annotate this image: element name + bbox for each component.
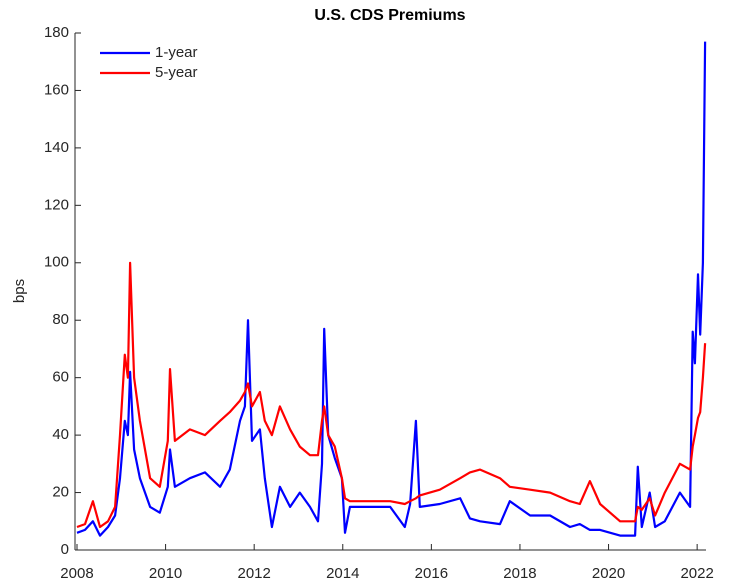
legend-label: 1-year: [155, 44, 198, 61]
line-series: [76, 41, 707, 537]
x-tick-label: 2018: [503, 565, 536, 582]
y-tick-label: 60: [52, 369, 69, 386]
x-tick-label: 2022: [680, 565, 713, 582]
y-tick-label: 80: [52, 311, 69, 328]
x-tick-label: 2016: [415, 565, 448, 582]
x-tick-label: 2012: [237, 565, 270, 582]
y-tick-label: 20: [52, 484, 69, 501]
x-tick-label: 2008: [60, 565, 93, 582]
x-tick-label: 2014: [326, 565, 359, 582]
y-axis-label: bps: [11, 279, 28, 303]
y-tick-label: 100: [44, 254, 69, 271]
y-tick-label: 140: [44, 139, 69, 156]
y-tick-label: 40: [52, 426, 69, 443]
chart-title: U.S. CDS Premiums: [314, 7, 465, 24]
x-tick-label: 2020: [592, 565, 625, 582]
y-tick-label: 160: [44, 81, 69, 98]
x-tick-label: 2010: [149, 565, 182, 582]
line-series: [76, 261, 707, 529]
y-tick-label: 120: [44, 196, 69, 213]
legend-label: 5-year: [155, 64, 198, 81]
y-tick-label: 180: [44, 24, 69, 41]
y-tick-label: 0: [61, 541, 69, 558]
